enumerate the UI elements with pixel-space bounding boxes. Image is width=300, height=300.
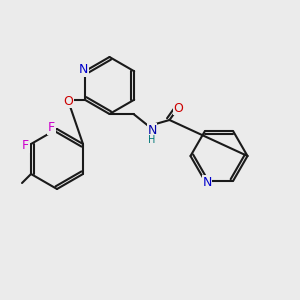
Text: O: O	[174, 101, 183, 115]
Text: N: N	[79, 63, 88, 76]
Text: H: H	[148, 135, 156, 145]
Text: N: N	[202, 176, 212, 189]
Text: N: N	[147, 124, 157, 137]
Text: F: F	[22, 139, 29, 152]
Text: O: O	[63, 95, 73, 108]
Text: F: F	[48, 121, 55, 134]
